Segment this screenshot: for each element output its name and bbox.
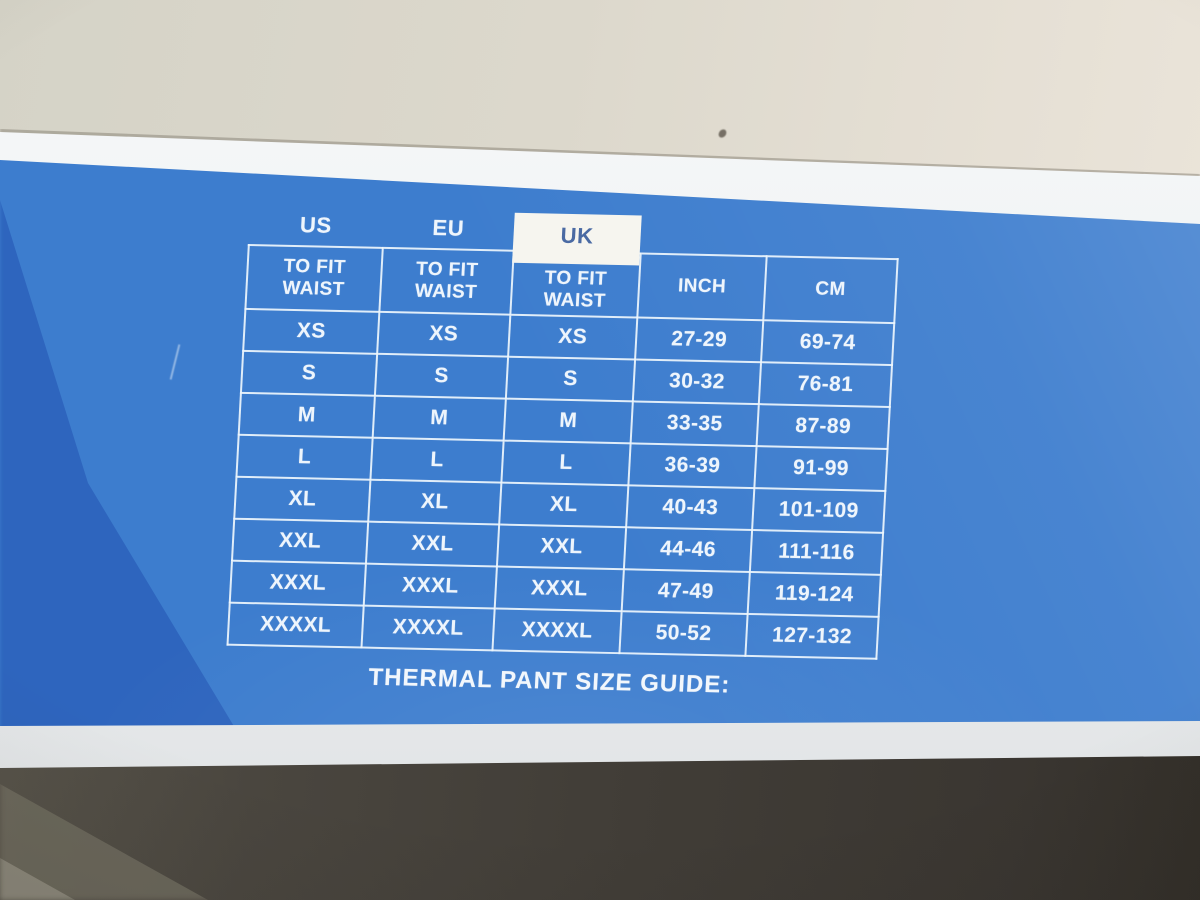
table-cell: XXXXL: [492, 608, 622, 654]
table-cell: XXXXL: [361, 605, 495, 651]
table-cell: XXL: [231, 518, 369, 564]
table-cell: 44-46: [623, 527, 753, 572]
table-cell: 30-32: [632, 359, 762, 405]
table-cell: XXXL: [494, 566, 624, 612]
table-cell: XXXL: [363, 563, 497, 609]
table-cell: S: [374, 353, 509, 399]
table-cell: 76-81: [758, 362, 893, 408]
table-cell: S: [240, 350, 378, 396]
table-cell: XS: [377, 311, 511, 357]
table-cell: XXXXL: [227, 602, 364, 648]
table-cell: 36-39: [628, 443, 757, 489]
size-guide-print: US EU UK TO FIT WAIST TO FIT WAIST TO FI…: [224, 204, 899, 703]
table-cell: L: [501, 440, 631, 486]
header-eu-to-fit-waist: TO FIT WAIST: [379, 247, 514, 315]
header-cm: CM: [763, 256, 898, 324]
table-cell: 101-109: [752, 488, 886, 533]
table-cell: 119-124: [747, 571, 881, 617]
region-tab-uk: UK: [512, 212, 642, 266]
table-cell: XL: [499, 482, 629, 528]
table-cell: XS: [243, 308, 380, 354]
table-cell: 50-52: [619, 611, 748, 656]
table-cell: XL: [234, 476, 371, 522]
table-cell: 27-29: [635, 317, 764, 363]
table-cell: 127-132: [745, 613, 879, 659]
table-cell: XXL: [365, 521, 500, 567]
size-table: TO FIT WAIST TO FIT WAIST TO FIT WAIST I…: [226, 244, 898, 660]
table-cell: M: [503, 398, 633, 444]
table-cell: 40-43: [626, 485, 755, 531]
region-label-us: US: [299, 212, 333, 238]
table-cell: M: [238, 392, 375, 438]
region-label-eu: EU: [431, 214, 465, 241]
table-cell: L: [370, 437, 504, 483]
table-cell: 111-116: [749, 530, 884, 575]
table-cell: 91-99: [754, 446, 888, 491]
table-cell: XXXL: [229, 560, 366, 606]
table-cell: 69-74: [761, 320, 895, 366]
table-cell: 87-89: [756, 404, 890, 449]
table-cell: XXL: [496, 524, 627, 570]
table-cell: M: [372, 395, 506, 441]
table-cell: 47-49: [621, 569, 750, 614]
table-cell: 33-35: [630, 401, 759, 447]
header-us-to-fit-waist: TO FIT WAIST: [245, 244, 383, 312]
table-cell: XS: [508, 314, 638, 360]
table-cell: L: [236, 434, 373, 480]
table-cell: S: [505, 356, 636, 402]
table-cell: XL: [368, 479, 502, 525]
header-inch: INCH: [637, 253, 767, 321]
